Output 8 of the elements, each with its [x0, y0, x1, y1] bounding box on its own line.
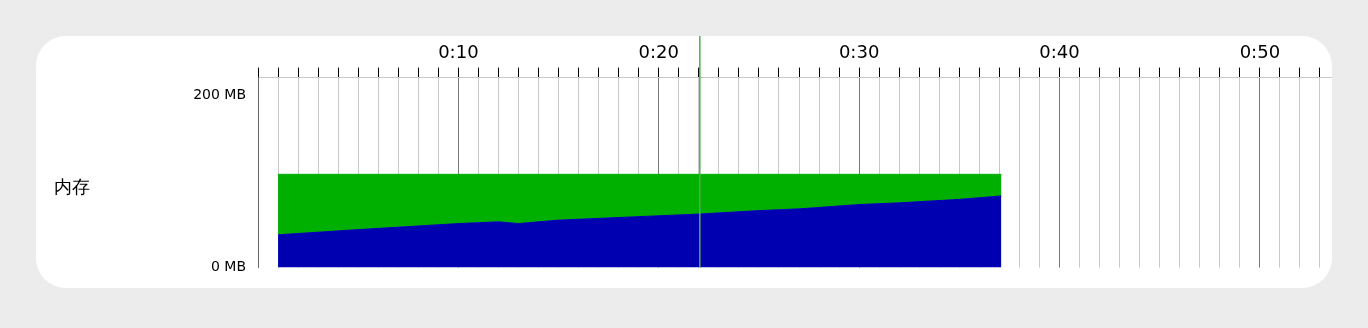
x-tick-label: 0:50 — [1239, 41, 1281, 63]
x-tick-label: 0:30 — [838, 41, 880, 63]
x-tick-label: 0:40 — [1039, 41, 1080, 63]
x-tick-label: 0:20 — [638, 41, 679, 63]
x-tick-label: 0:10 — [438, 41, 479, 63]
text: 内存 — [54, 176, 90, 198]
y-tick-label: 200 MB — [193, 85, 246, 102]
y-tick-label: 0 MB — [210, 258, 246, 275]
